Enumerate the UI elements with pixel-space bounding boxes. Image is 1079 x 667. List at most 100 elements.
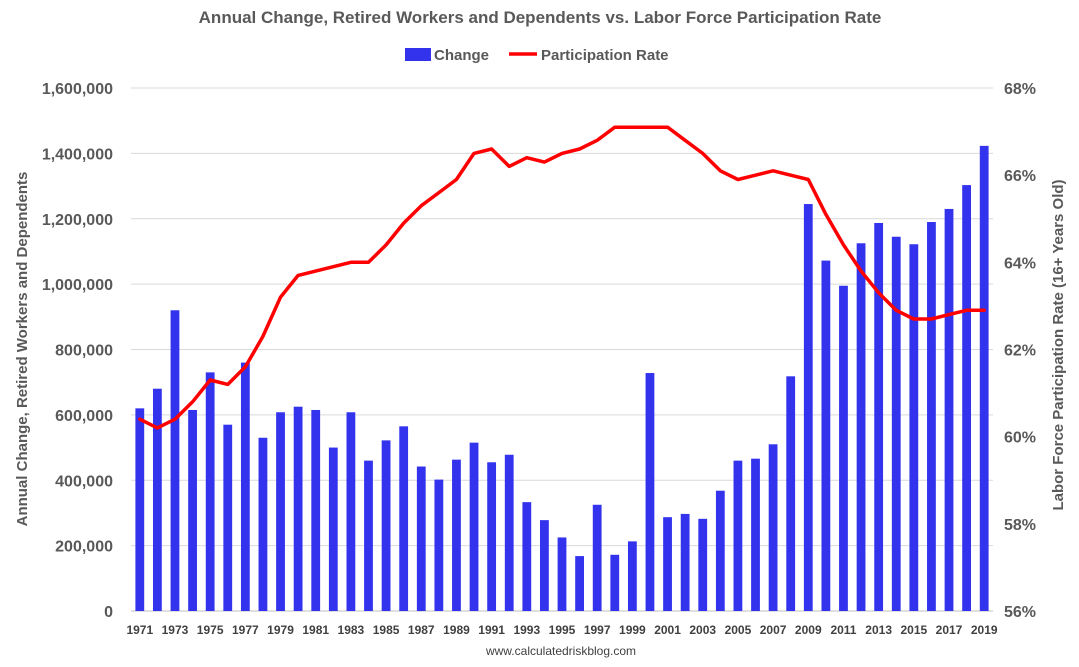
x-tick-label: 2005 [725, 623, 752, 637]
line-participation-rate [138, 125, 986, 430]
left-tick-label: 1,000,000 [42, 277, 113, 294]
bars-change [135, 145, 989, 612]
left-tick-label: 0 [104, 604, 113, 621]
x-tick-label: 2013 [865, 623, 892, 637]
x-tick-label: 1991 [478, 623, 505, 637]
bar-change-1995 [557, 537, 567, 611]
bar-change-1986 [399, 426, 409, 611]
bar-change-2013 [874, 222, 884, 611]
bar-change-2010 [821, 260, 831, 611]
bar-change-1996 [575, 556, 584, 611]
x-tick-label: 1999 [619, 623, 646, 637]
x-tick-label: 1975 [197, 623, 224, 637]
bar-change-1998 [610, 554, 620, 611]
right-tick-label: 60% [1004, 430, 1036, 447]
legend: Change Participation Rate [405, 47, 669, 64]
x-tick-label: 2017 [936, 623, 963, 637]
bar-change-1975 [205, 372, 215, 611]
bar-change-2002 [680, 513, 690, 611]
x-tick-label: 1989 [443, 623, 470, 637]
bar-change-1981 [311, 409, 321, 611]
right-tick-label: 64% [1004, 255, 1036, 272]
x-tick-label: 1977 [232, 623, 259, 637]
legend-swatch-change [405, 48, 431, 61]
legend-label-participation-rate: Participation Rate [541, 47, 669, 64]
source-credit: www.calculatedriskblog.com [485, 644, 636, 658]
bar-change-1977 [240, 362, 250, 611]
bar-change-1999 [627, 541, 637, 611]
left-axis-title: Annual Change, Retired Workers and Depen… [14, 172, 31, 527]
bar-change-1973 [170, 310, 180, 611]
left-tick-label: 800,000 [55, 343, 113, 360]
bar-change-1994 [540, 520, 549, 611]
left-tick-label: 600,000 [55, 408, 113, 425]
bar-change-1976 [223, 424, 233, 611]
bar-change-1972 [152, 388, 162, 611]
right-tick-label: 62% [1004, 343, 1036, 360]
bar-change-1978 [258, 437, 268, 611]
right-tick-label: 66% [1004, 168, 1036, 185]
bar-change-1979 [276, 412, 285, 611]
bar-change-2014 [891, 236, 901, 611]
x-tick-label: 1983 [338, 623, 365, 637]
right-tick-label: 58% [1004, 517, 1036, 534]
bar-change-1980 [293, 406, 303, 611]
x-tick-label: 1971 [126, 623, 153, 637]
bar-change-1991 [487, 462, 497, 611]
x-tick-label: 2007 [760, 623, 787, 637]
left-tick-label: 1,200,000 [42, 212, 113, 229]
bar-change-2009 [803, 204, 813, 611]
bar-change-2015 [909, 244, 919, 611]
legend-label-change: Change [434, 47, 489, 64]
bar-change-2004 [715, 490, 725, 611]
bar-change-2007 [768, 444, 778, 611]
right-tick-label: 68% [1004, 81, 1036, 98]
x-tick-label: 2001 [654, 623, 681, 637]
x-tick-label: 2009 [795, 623, 822, 637]
bar-change-1987 [416, 466, 426, 611]
bar-change-1983 [346, 412, 356, 611]
bar-change-2008 [786, 376, 796, 611]
bar-change-1988 [434, 479, 444, 611]
bar-change-2019 [979, 145, 989, 611]
bar-change-2012 [856, 243, 866, 611]
bar-change-1997 [592, 504, 602, 611]
x-axis: 1971 1973 1975 1977 1979 1981 1983 1985 1987 1989… [126, 623, 997, 637]
x-tick-label: 2003 [689, 623, 716, 637]
bar-change-2005 [733, 460, 743, 611]
bar-change-1989 [452, 459, 461, 611]
bar-change-2000 [645, 373, 655, 611]
bar-change-1993 [522, 502, 532, 611]
bar-change-2018 [962, 185, 972, 611]
left-tick-label: 400,000 [55, 473, 113, 490]
bar-change-2003 [698, 518, 708, 611]
x-tick-label: 1987 [408, 623, 435, 637]
bar-change-1992 [504, 454, 514, 611]
x-tick-label: 1993 [513, 623, 540, 637]
bar-change-1984 [364, 460, 373, 611]
series-line-participation-rate [138, 125, 986, 430]
bar-change-1985 [381, 440, 391, 611]
x-tick-label: 1995 [549, 623, 576, 637]
left-tick-label: 200,000 [55, 539, 113, 556]
left-axis: 0 200,000 400,000 600,000 800,000 1,000,000 1,… [42, 81, 113, 621]
bar-change-2001 [663, 517, 672, 611]
x-tick-label: 2015 [900, 623, 927, 637]
left-tick-label: 1,600,000 [42, 81, 113, 98]
x-tick-label: 1997 [584, 623, 611, 637]
right-axis-title: Labor Force Participation Rate (16+ Year… [1050, 179, 1067, 510]
x-tick-label: 2011 [830, 623, 856, 637]
right-tick-label: 56% [1004, 604, 1036, 621]
bar-change-1990 [469, 442, 479, 611]
bar-change-2006 [751, 458, 760, 611]
chart-title: Annual Change, Retired Workers and Depen… [199, 8, 882, 27]
left-tick-label: 1,400,000 [42, 146, 113, 163]
x-tick-label: 1973 [162, 623, 189, 637]
x-tick-label: 1979 [267, 623, 294, 637]
bar-change-2016 [927, 222, 936, 612]
bar-change-1974 [188, 409, 197, 611]
x-tick-label: 1981 [302, 623, 329, 637]
bar-change-2017 [944, 208, 954, 611]
bar-change-1971 [135, 408, 145, 611]
